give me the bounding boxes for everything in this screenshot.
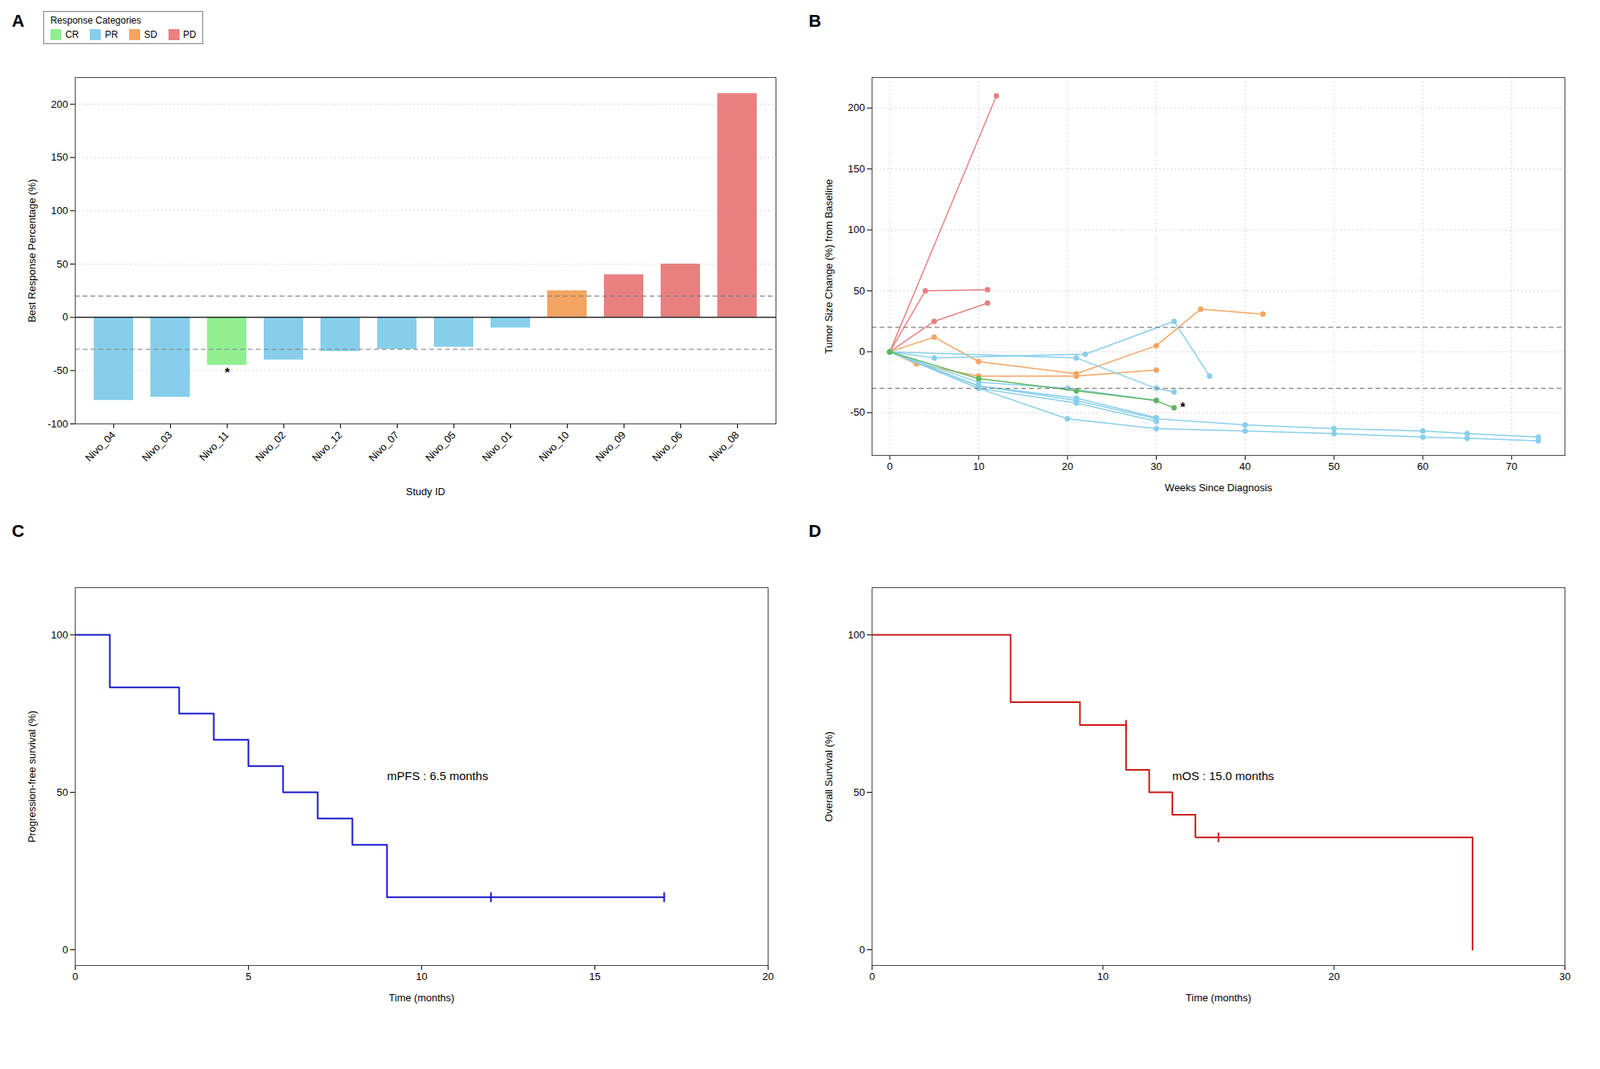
- svg-text:30: 30: [1150, 460, 1162, 473]
- svg-text:20: 20: [1328, 970, 1340, 983]
- svg-text:Time (months): Time (months): [1185, 992, 1252, 1004]
- svg-text:Nivo_10: Nivo_10: [536, 429, 571, 464]
- svg-text:Overall Survival (%): Overall Survival (%): [822, 731, 835, 823]
- svg-text:10: 10: [973, 460, 985, 473]
- svg-text:0: 0: [62, 944, 68, 956]
- html-text:PD: PD: [183, 29, 197, 41]
- svg-text:0: 0: [72, 970, 78, 983]
- svg-text:20: 20: [762, 970, 774, 983]
- svg-text:Nivo_11: Nivo_11: [196, 429, 232, 464]
- svg-text:0: 0: [859, 345, 865, 358]
- svg-text:Nivo_01: Nivo_01: [479, 429, 515, 464]
- svg-text:Nivo_05: Nivo_05: [422, 429, 458, 464]
- svg-text:50: 50: [853, 285, 865, 297]
- html-text:Response Categories: Response Categories: [50, 14, 142, 26]
- svg-text:mOS : 15.0 months: mOS : 15.0 months: [1172, 769, 1275, 783]
- svg-text:100: 100: [51, 204, 69, 217]
- svg-text:100: 100: [51, 629, 69, 641]
- svg-text:5: 5: [245, 970, 252, 983]
- svg-text:mPFS : 6.5 months: mPFS : 6.5 months: [387, 769, 489, 783]
- svg-text:100: 100: [848, 629, 866, 641]
- svg-text:Progression-free survival (%): Progression-free survival (%): [25, 711, 38, 844]
- html-text:C: C: [11, 521, 25, 541]
- svg-text:*: *: [224, 366, 230, 380]
- svg-text:70: 70: [1506, 460, 1518, 473]
- svg-text:-100: -100: [47, 418, 68, 430]
- svg-text:Tumor Size Change (%) from Bas: Tumor Size Change (%) from Baseline: [822, 178, 835, 354]
- svg-text:10: 10: [415, 970, 427, 983]
- svg-text:Nivo_03: Nivo_03: [139, 429, 175, 464]
- html-text:D: D: [808, 521, 822, 541]
- svg-text:30: 30: [1559, 970, 1571, 983]
- svg-text:100: 100: [848, 223, 866, 236]
- svg-text:Time (months): Time (months): [388, 992, 455, 1004]
- svg-text:200: 200: [51, 98, 69, 111]
- svg-text:Study ID: Study ID: [406, 485, 446, 498]
- html-text:A: A: [11, 11, 25, 31]
- svg-text:20: 20: [1061, 460, 1073, 473]
- svg-text:60: 60: [1417, 460, 1429, 473]
- html-text:B: B: [808, 11, 822, 31]
- svg-text:0: 0: [62, 311, 68, 323]
- svg-text:0: 0: [869, 970, 875, 983]
- html-text:SD: SD: [144, 29, 158, 41]
- svg-text:0: 0: [886, 460, 893, 473]
- svg-text:50: 50: [853, 786, 865, 799]
- svg-text:-50: -50: [53, 364, 69, 377]
- svg-text:200: 200: [848, 101, 866, 114]
- svg-text:Weeks Since Diagnosis: Weeks Since Diagnosis: [1164, 481, 1273, 494]
- svg-text:Nivo_06: Nivo_06: [649, 429, 685, 464]
- svg-text:10: 10: [1097, 970, 1109, 983]
- svg-text:150: 150: [848, 162, 866, 175]
- svg-text:*: *: [1180, 400, 1186, 415]
- svg-text:Nivo_07: Nivo_07: [366, 429, 401, 464]
- svg-text:Nivo_09: Nivo_09: [592, 429, 628, 464]
- html-text:CR: CR: [65, 29, 79, 41]
- svg-text:40: 40: [1239, 460, 1251, 473]
- svg-text:Best Response Percentage (%): Best Response Percentage (%): [25, 178, 38, 323]
- svg-text:Nivo_08: Nivo_08: [706, 429, 741, 464]
- svg-text:0: 0: [859, 944, 865, 956]
- svg-text:150: 150: [51, 151, 69, 163]
- svg-text:50: 50: [1328, 460, 1340, 473]
- svg-text:50: 50: [56, 786, 68, 799]
- svg-text:Nivo_04: Nivo_04: [82, 429, 118, 464]
- svg-text:50: 50: [56, 258, 68, 271]
- svg-text:Nivo_02: Nivo_02: [252, 429, 288, 464]
- html-text:PR: PR: [104, 29, 119, 41]
- svg-text:Nivo_12: Nivo_12: [309, 429, 345, 464]
- svg-text:15: 15: [588, 970, 600, 983]
- svg-text:-50: -50: [850, 406, 866, 419]
